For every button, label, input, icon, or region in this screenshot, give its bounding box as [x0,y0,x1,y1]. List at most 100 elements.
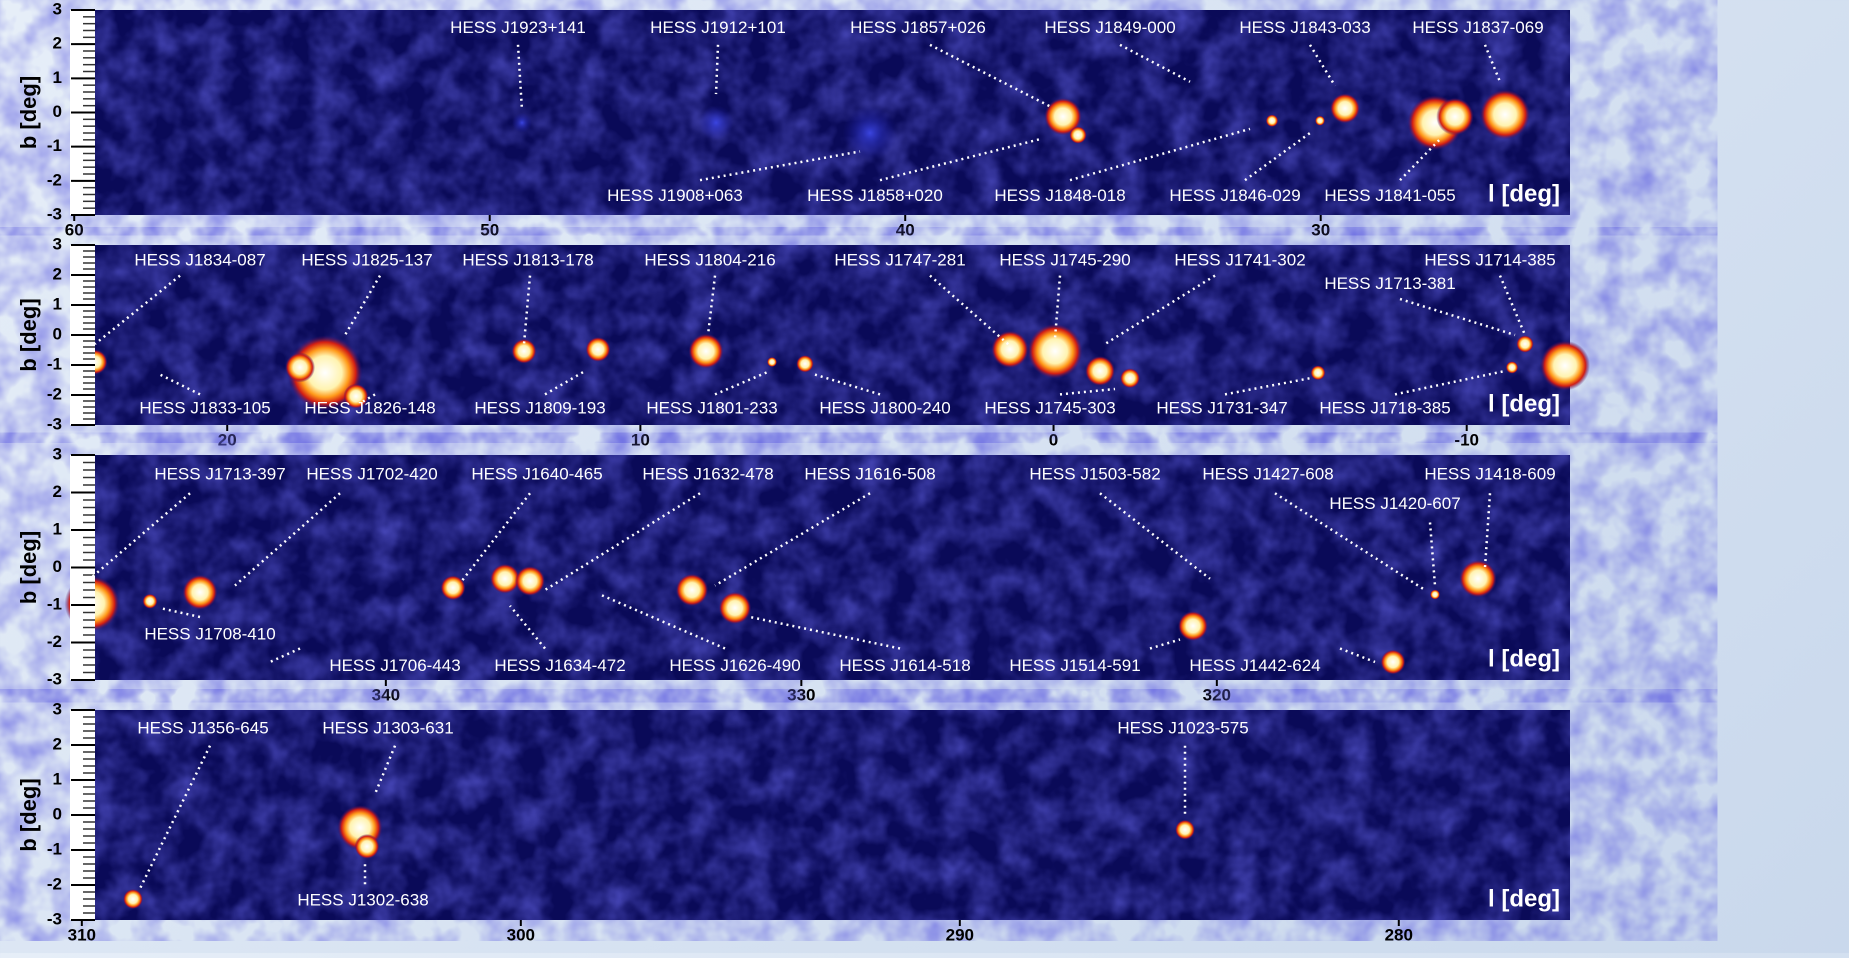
source-label: HESS J1826-148 [304,398,435,417]
source-emission [285,352,315,382]
source-label: HESS J1908+063 [607,186,743,205]
source-emission [1120,368,1140,388]
x-tick-label: 30 [1311,220,1330,239]
source-label: HESS J1632-478 [642,465,773,484]
source-emission [183,575,218,610]
source-emission [689,334,724,369]
y-tick-label: -2 [47,632,62,651]
y-tick-label: 0 [53,557,62,576]
source-label: HESS J1634-472 [494,656,625,675]
source-emission [586,337,611,362]
source-label: HESS J1745-303 [984,398,1115,417]
source-emission [1540,341,1590,391]
source-emission [1381,650,1406,675]
panel-noise [95,455,1570,680]
x-tick-label: 340 [372,685,400,704]
source-emission [1178,611,1208,641]
source-label: HESS J1503-582 [1029,465,1160,484]
source-emission [1516,335,1534,353]
x-tick-label: 0 [1049,430,1058,449]
source-emission [1315,116,1325,126]
y-tick-label: 2 [53,264,62,283]
source-emission [1028,324,1083,379]
source-label: HESS J1356-645 [137,718,268,737]
source-label: HESS J1442-624 [1189,656,1320,675]
source-label: HESS J1713-397 [154,465,285,484]
source-label: HESS J1813-178 [462,251,593,270]
source-emission [1436,98,1474,136]
y-tick-label: 2 [53,482,62,501]
source-label: HESS J1857+026 [850,18,986,37]
y-tick-label: 1 [53,294,62,313]
y-tick-label: -2 [47,384,62,403]
source-emission [123,889,143,909]
source-label: HESS J1614-518 [839,656,970,675]
survey-map: -3-2-1012360504030b [deg]l [deg]HESS J19… [0,0,1849,953]
source-emission [1459,560,1497,598]
x-tick-label: 40 [896,220,915,239]
source-emission [796,355,814,373]
source-emission [1480,90,1530,140]
y-tick-label: 3 [53,234,62,253]
y-tick-label: -2 [47,170,62,189]
source-emission [767,357,777,367]
y-tick-label: 2 [53,734,62,753]
source-label: HESS J1708-410 [144,624,275,643]
source-label: HESS J1741-302 [1174,251,1305,270]
y-tick-label: 3 [53,444,62,463]
source-emission [515,566,545,596]
source-label: HESS J1849-000 [1044,18,1175,37]
source-label: HESS J1846-029 [1169,186,1300,205]
y-tick-label: 1 [53,68,62,87]
x-tick-label: 330 [787,685,815,704]
y-axis-label: b [deg] [16,778,41,851]
x-axis-label: l [deg] [1488,390,1560,417]
source-label: HESS J1833-105 [139,398,270,417]
source-label: HESS J1747-281 [834,251,965,270]
source-emission [1330,93,1360,123]
x-tick-label: -10 [1454,430,1479,449]
y-tick-label: -1 [47,839,62,858]
source-label: HESS J1303-631 [322,718,453,737]
y-tick-label: 0 [53,804,62,823]
y-tick-label: 3 [53,699,62,718]
y-tick-label: 0 [53,324,62,343]
source-label: HESS J1427-608 [1202,465,1333,484]
source-label: HESS J1302-638 [297,891,428,910]
source-label: HESS J1616-508 [804,465,935,484]
source-emission [1069,126,1087,144]
page: -3-2-1012360504030b [deg]l [deg]HESS J19… [0,0,1849,953]
y-tick-label: -3 [47,414,62,433]
y-tick-label: -3 [47,669,62,688]
faint-emission [699,105,734,140]
x-tick-label: 50 [480,220,499,239]
source-emission [1430,590,1440,600]
source-label: HESS J1858+020 [807,186,943,205]
x-axis-label: l [deg] [1488,180,1560,207]
source-label: HESS J1804-216 [644,251,775,270]
faint-emission [512,113,532,133]
panel-noise [95,710,1570,920]
source-label: HESS J1514-591 [1009,656,1140,675]
x-axis-label: l [deg] [1488,645,1560,672]
x-axis-label: l [deg] [1488,885,1560,912]
source-label: HESS J1420-607 [1329,494,1460,513]
source-emission [1506,361,1519,374]
source-emission [719,592,752,625]
source-emission [991,331,1029,369]
source-emission [1266,114,1279,127]
y-tick-label: 1 [53,519,62,538]
source-label: HESS J1843-033 [1239,18,1370,37]
x-tick-label: 280 [1385,925,1413,944]
faint-emission [843,106,898,161]
source-label: HESS J1718-385 [1319,398,1450,417]
y-tick-label: -1 [47,354,62,373]
source-label: HESS J1713-381 [1324,274,1455,293]
source-label: HESS J1023-575 [1117,718,1248,737]
source-label: HESS J1702-420 [306,465,437,484]
y-axis-label: b [deg] [16,531,41,604]
source-emission [676,574,709,607]
y-axis-label: b [deg] [16,76,41,149]
x-tick-label: 300 [507,925,535,944]
source-label: HESS J1837-069 [1412,18,1543,37]
